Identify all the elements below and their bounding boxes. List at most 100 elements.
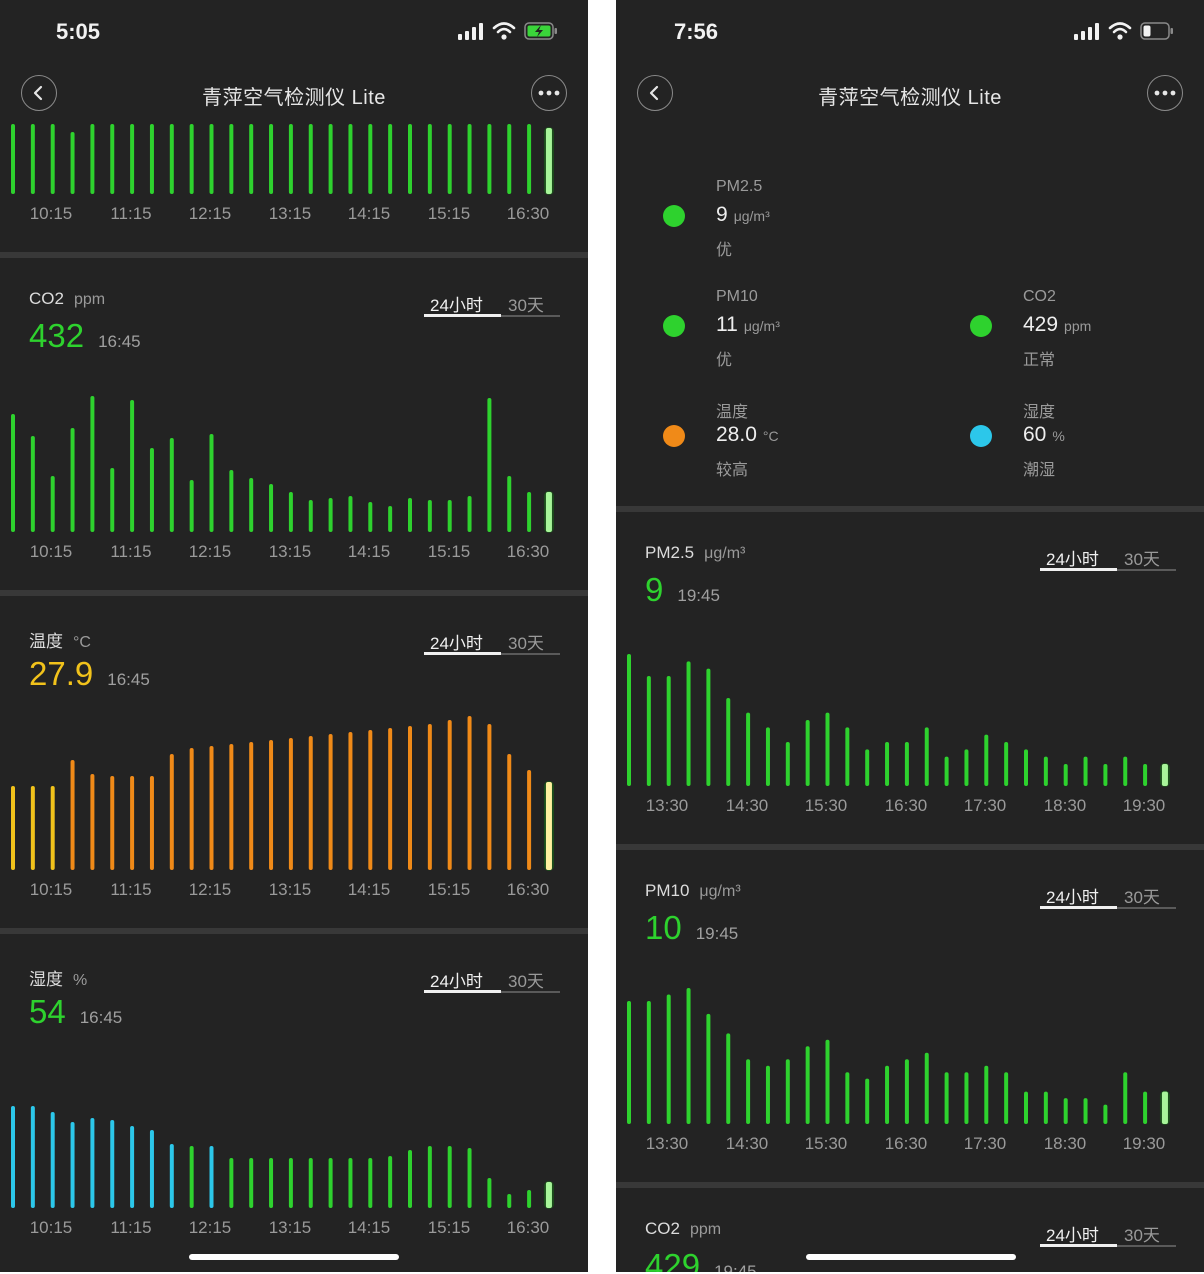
bar [527, 492, 532, 532]
co2-card-header: CO2 ppm [645, 1219, 721, 1239]
summary-value: 11 μg/m³ [716, 313, 780, 336]
summary-status: 潮湿 [1023, 462, 1056, 479]
bar [110, 468, 115, 532]
bar [408, 498, 412, 532]
bar [944, 756, 949, 786]
summary-name: 温度 [716, 404, 749, 421]
bar [666, 676, 671, 786]
more-button[interactable] [1147, 75, 1183, 111]
home-indicator[interactable] [806, 1254, 1016, 1260]
section-divider [616, 1182, 1204, 1188]
bar [90, 124, 95, 194]
bar [11, 1106, 15, 1208]
bar [487, 1178, 492, 1208]
bar [865, 749, 870, 786]
tab-24h[interactable]: 24小时 [1046, 550, 1099, 569]
bar [308, 500, 313, 532]
metric-unit: μg/m³ [699, 883, 741, 900]
bar [328, 124, 333, 194]
bar [30, 786, 35, 870]
summary-name: 湿度 [1023, 404, 1056, 421]
tab-24h[interactable]: 24小时 [430, 296, 483, 315]
metric-name: PM2.5 [645, 543, 695, 562]
x-axis-tick-label: 14:30 [726, 1134, 769, 1153]
x-axis-tick-label: 15:15 [428, 542, 471, 561]
bar [189, 1146, 194, 1208]
tab-30d[interactable]: 30天 [508, 972, 544, 991]
more-button[interactable] [531, 75, 567, 111]
wifi-icon [1108, 22, 1132, 40]
x-axis-tick-label: 14:30 [726, 796, 769, 815]
bar [467, 496, 472, 532]
x-axis-tick-label: 10:15 [30, 880, 73, 899]
bar [447, 500, 452, 532]
bar [408, 726, 412, 870]
bar [706, 668, 711, 786]
bar [288, 492, 293, 532]
tab-30d[interactable]: 30天 [1124, 888, 1160, 907]
bar [189, 480, 194, 532]
bar [1043, 756, 1048, 786]
tab-30d[interactable]: 30天 [508, 634, 544, 653]
metric-value: 54 [29, 993, 66, 1030]
tab-30d[interactable]: 30天 [1124, 1226, 1160, 1245]
x-axis-tick-label: 14:15 [348, 204, 391, 223]
page-title: 青萍空气检测仪 Lite [202, 87, 386, 109]
bar [368, 124, 373, 194]
status-time: 5:05 [56, 19, 101, 44]
chevron-left-icon [649, 85, 659, 101]
bar [825, 1039, 830, 1124]
bar [90, 774, 95, 870]
bar [507, 476, 512, 532]
bar [308, 1158, 313, 1208]
bar [487, 124, 492, 194]
home-indicator[interactable] [189, 1254, 399, 1260]
x-axis-tick-label: 13:15 [269, 1218, 312, 1237]
bar [1004, 1072, 1009, 1124]
bar [308, 736, 313, 870]
bar [130, 1126, 135, 1208]
bar [328, 1158, 333, 1208]
bar [545, 128, 552, 194]
summary-name: CO2 [1023, 288, 1056, 305]
summary-name: PM10 [716, 288, 758, 305]
bar [348, 496, 353, 532]
tab-24h[interactable]: 24小时 [1046, 1226, 1099, 1245]
tab-24h[interactable]: 24小时 [430, 634, 483, 653]
status-bar: 7:56 [616, 0, 1204, 64]
bar [1161, 764, 1168, 786]
wifi-icon [492, 22, 516, 40]
tab-24h[interactable]: 24小时 [430, 972, 483, 991]
bar [507, 754, 512, 870]
bar [924, 727, 929, 786]
x-axis-tick-label: 16:30 [507, 542, 550, 561]
metric-name: 湿度 [29, 970, 63, 989]
bar [149, 1130, 154, 1208]
bar [169, 438, 174, 532]
metric-name: 温度 [29, 632, 63, 651]
metric-unit: % [73, 972, 88, 989]
bar [229, 744, 234, 870]
bar [545, 1182, 552, 1208]
x-axis-tick-label: 12:15 [189, 542, 232, 561]
section-divider [0, 590, 588, 596]
bar [1063, 764, 1068, 786]
tab-30d[interactable]: 30天 [1124, 550, 1160, 569]
bar [368, 502, 373, 532]
tab-30d[interactable]: 30天 [508, 296, 544, 315]
x-axis-tick-label: 15:15 [428, 1218, 471, 1237]
status-dot [663, 315, 685, 337]
bar [447, 720, 452, 870]
summary-status: 正常 [1023, 352, 1056, 369]
bar [904, 1059, 909, 1124]
tab-24h[interactable]: 24小时 [1046, 888, 1099, 907]
x-axis-tick-label: 10:15 [30, 1218, 73, 1237]
x-axis-tick-label: 10:15 [30, 204, 73, 223]
status-dot [663, 205, 685, 227]
back-button[interactable] [21, 75, 57, 111]
nav-bar: 青萍空气检测仪 Lite [0, 72, 588, 116]
bar [885, 1065, 890, 1124]
back-button[interactable] [637, 75, 673, 111]
bar [50, 786, 55, 870]
x-axis-tick-label: 13:30 [646, 1134, 689, 1153]
